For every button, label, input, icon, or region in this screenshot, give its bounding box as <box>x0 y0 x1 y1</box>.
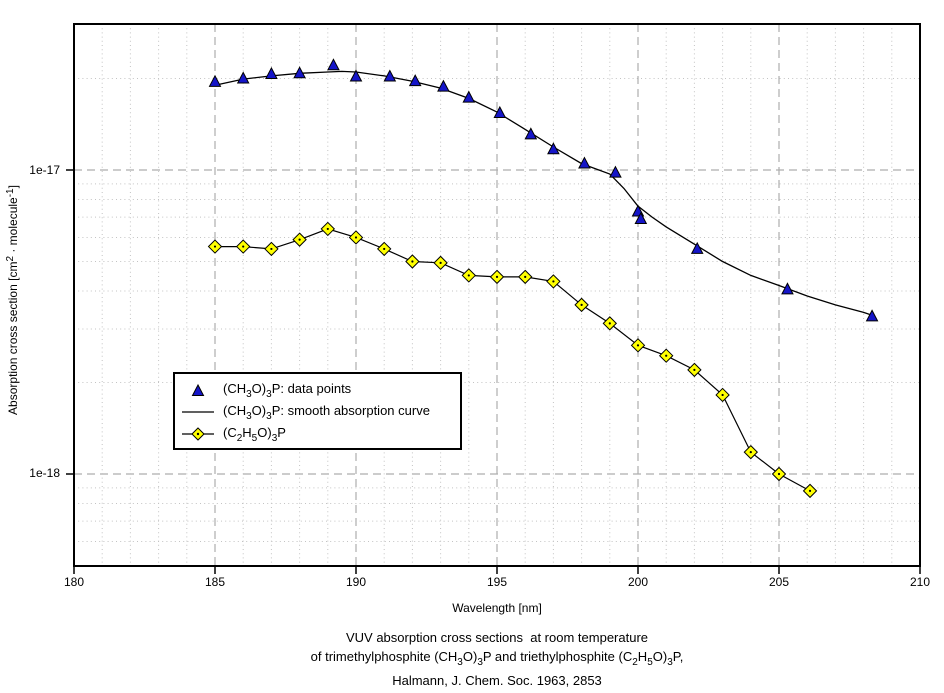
series-ch3o3p-markers <box>208 58 879 322</box>
diamond-center-dot <box>298 238 301 241</box>
line-marker-icon <box>182 411 214 413</box>
series-c2h5o3p-line <box>215 228 811 492</box>
diamond-center-dot <box>580 303 583 306</box>
diamond-center-dot <box>495 275 499 278</box>
diamond-center-dot <box>808 489 812 492</box>
legend-row-data-points: (CH3O)3P: data points <box>175 379 460 401</box>
triangle-marker <box>408 74 422 87</box>
triangle-marker <box>349 69 363 82</box>
triangle-marker <box>236 71 250 84</box>
legend-label: (CH3O)3P: smooth absorption curve <box>223 402 430 422</box>
title-line-3: Halmann, J. Chem. Soc. 1963, 2853 <box>392 673 602 688</box>
axis-ticks <box>66 169 921 574</box>
diamond-center-dot <box>383 247 386 251</box>
diamond-center-dot <box>608 322 611 325</box>
triangle-marker <box>383 69 397 82</box>
diamond-center-dot <box>749 451 752 454</box>
triangle-marker <box>690 241 704 254</box>
x-tick-label: 200 <box>627 575 649 589</box>
diamond-center-dot <box>693 368 696 372</box>
triangle-marker <box>437 79 450 92</box>
diamond-center-dot <box>524 275 527 278</box>
x-tick-label: 205 <box>768 575 790 589</box>
x-tick-label: 195 <box>486 575 508 589</box>
gridlines-major <box>74 24 920 566</box>
triangle-marker <box>327 58 340 71</box>
x-tick-label: 210 <box>909 575 931 589</box>
triangle-marker <box>865 309 879 322</box>
diamond-center-dot <box>326 227 329 231</box>
y-tick-label: 1e-17 <box>29 163 60 177</box>
triangle-marker-icon <box>191 383 205 396</box>
diamond-center-dot <box>439 261 442 264</box>
title-line-1: VUV absorption cross sections at room te… <box>345 630 649 645</box>
series-c2h5o3p-markers <box>207 221 818 499</box>
legend-row-triethylphosphite: (C2H5O)3P <box>175 423 460 445</box>
triangle-marker <box>578 156 591 169</box>
diamond-center-dot <box>777 472 781 476</box>
triangle-marker <box>634 211 648 224</box>
triangle-marker <box>781 282 794 295</box>
triangle-marker <box>208 74 222 87</box>
legend-box: (CH3O)3P: data points (CH3O)3P: smooth a… <box>173 372 462 450</box>
plot-border <box>73 23 921 567</box>
diamond-center-dot <box>636 344 640 347</box>
x-axis-label: Wavelength [nm] <box>452 601 542 615</box>
y-axis-label: Absorption cross section [cm2 · molecule… <box>5 185 20 415</box>
diamond-center-dot <box>270 247 273 251</box>
diamond-center-dot <box>213 245 217 248</box>
diamond-center-dot <box>242 245 245 248</box>
x-tick-label: 180 <box>63 575 85 589</box>
y-tick-label: 1e-18 <box>29 466 60 480</box>
diamond-center-dot <box>354 236 358 239</box>
triangle-marker <box>547 142 560 155</box>
triangle-marker <box>493 105 507 118</box>
legend-label: (CH3O)3P: data points <box>223 380 352 400</box>
diamond-center-dot <box>411 260 414 263</box>
legend-label: (C2H5O)3P <box>223 424 286 444</box>
triangle-marker <box>293 66 306 79</box>
triangle-marker <box>524 127 538 140</box>
series-ch3o3p-smooth-curve <box>214 70 873 316</box>
diamond-center-dot <box>665 354 668 357</box>
diamond-center-dot <box>552 280 555 283</box>
triangle-marker <box>265 66 278 79</box>
x-tick-label: 190 <box>345 575 367 589</box>
title-line-2: of trimethylphosphite (CH3O)3P and triet… <box>310 649 684 668</box>
diamond-center-dot <box>467 274 470 277</box>
diamond-center-dot <box>721 393 724 397</box>
x-tick-label: 185 <box>204 575 226 589</box>
legend-row-smooth-curve: (CH3O)3P: smooth absorption curve <box>175 401 460 423</box>
triangle-marker <box>462 90 476 103</box>
triangle-marker <box>609 165 622 178</box>
diamond-marker-icon <box>182 427 214 441</box>
